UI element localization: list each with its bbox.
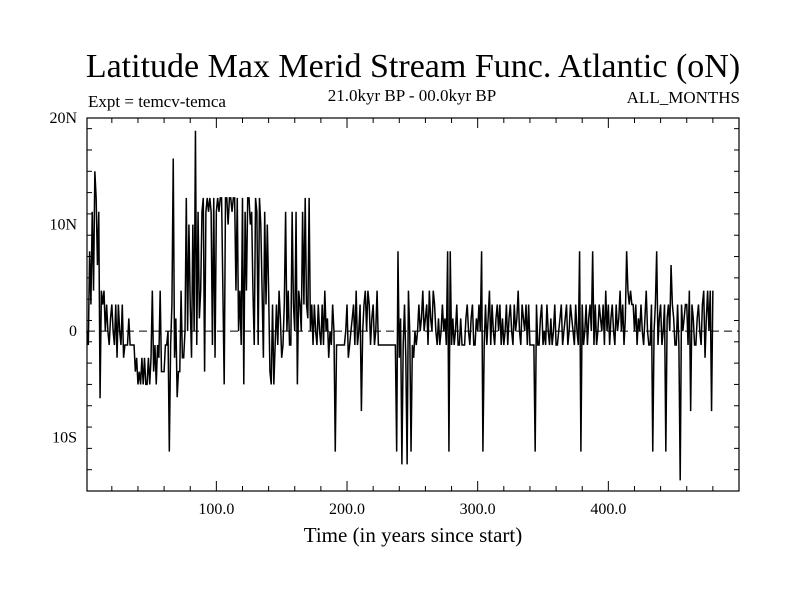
y-axis: 10S 0 10N 20N	[49, 110, 739, 492]
y-tick-label: 10N	[49, 217, 77, 234]
y-tick-label: 10S	[52, 430, 77, 447]
x-tick-label: 100.0	[198, 501, 234, 518]
x-tick-label: 400.0	[590, 501, 626, 518]
plot-frame	[86, 117, 740, 492]
y-tick-label: 0	[69, 323, 77, 340]
x-tick-label: 200.0	[329, 501, 365, 518]
y-tick-label: 20N	[49, 110, 77, 127]
series-line	[86, 130, 714, 481]
x-tick-label: 300.0	[460, 501, 496, 518]
x-axis-label: Time (in years since start)	[304, 523, 523, 547]
subtitle-period: 21.0kyr BP - 00.0kyr BP	[328, 86, 496, 105]
chart-title: Latitude Max Merid Stream Func. Atlantic…	[86, 48, 740, 85]
subtitle-months: ALL_MONTHS	[627, 88, 740, 107]
x-axis: 100.0 200.0 300.0 400.0	[111, 118, 740, 518]
subtitle-experiment: Expt = temcv-temca	[88, 92, 226, 111]
